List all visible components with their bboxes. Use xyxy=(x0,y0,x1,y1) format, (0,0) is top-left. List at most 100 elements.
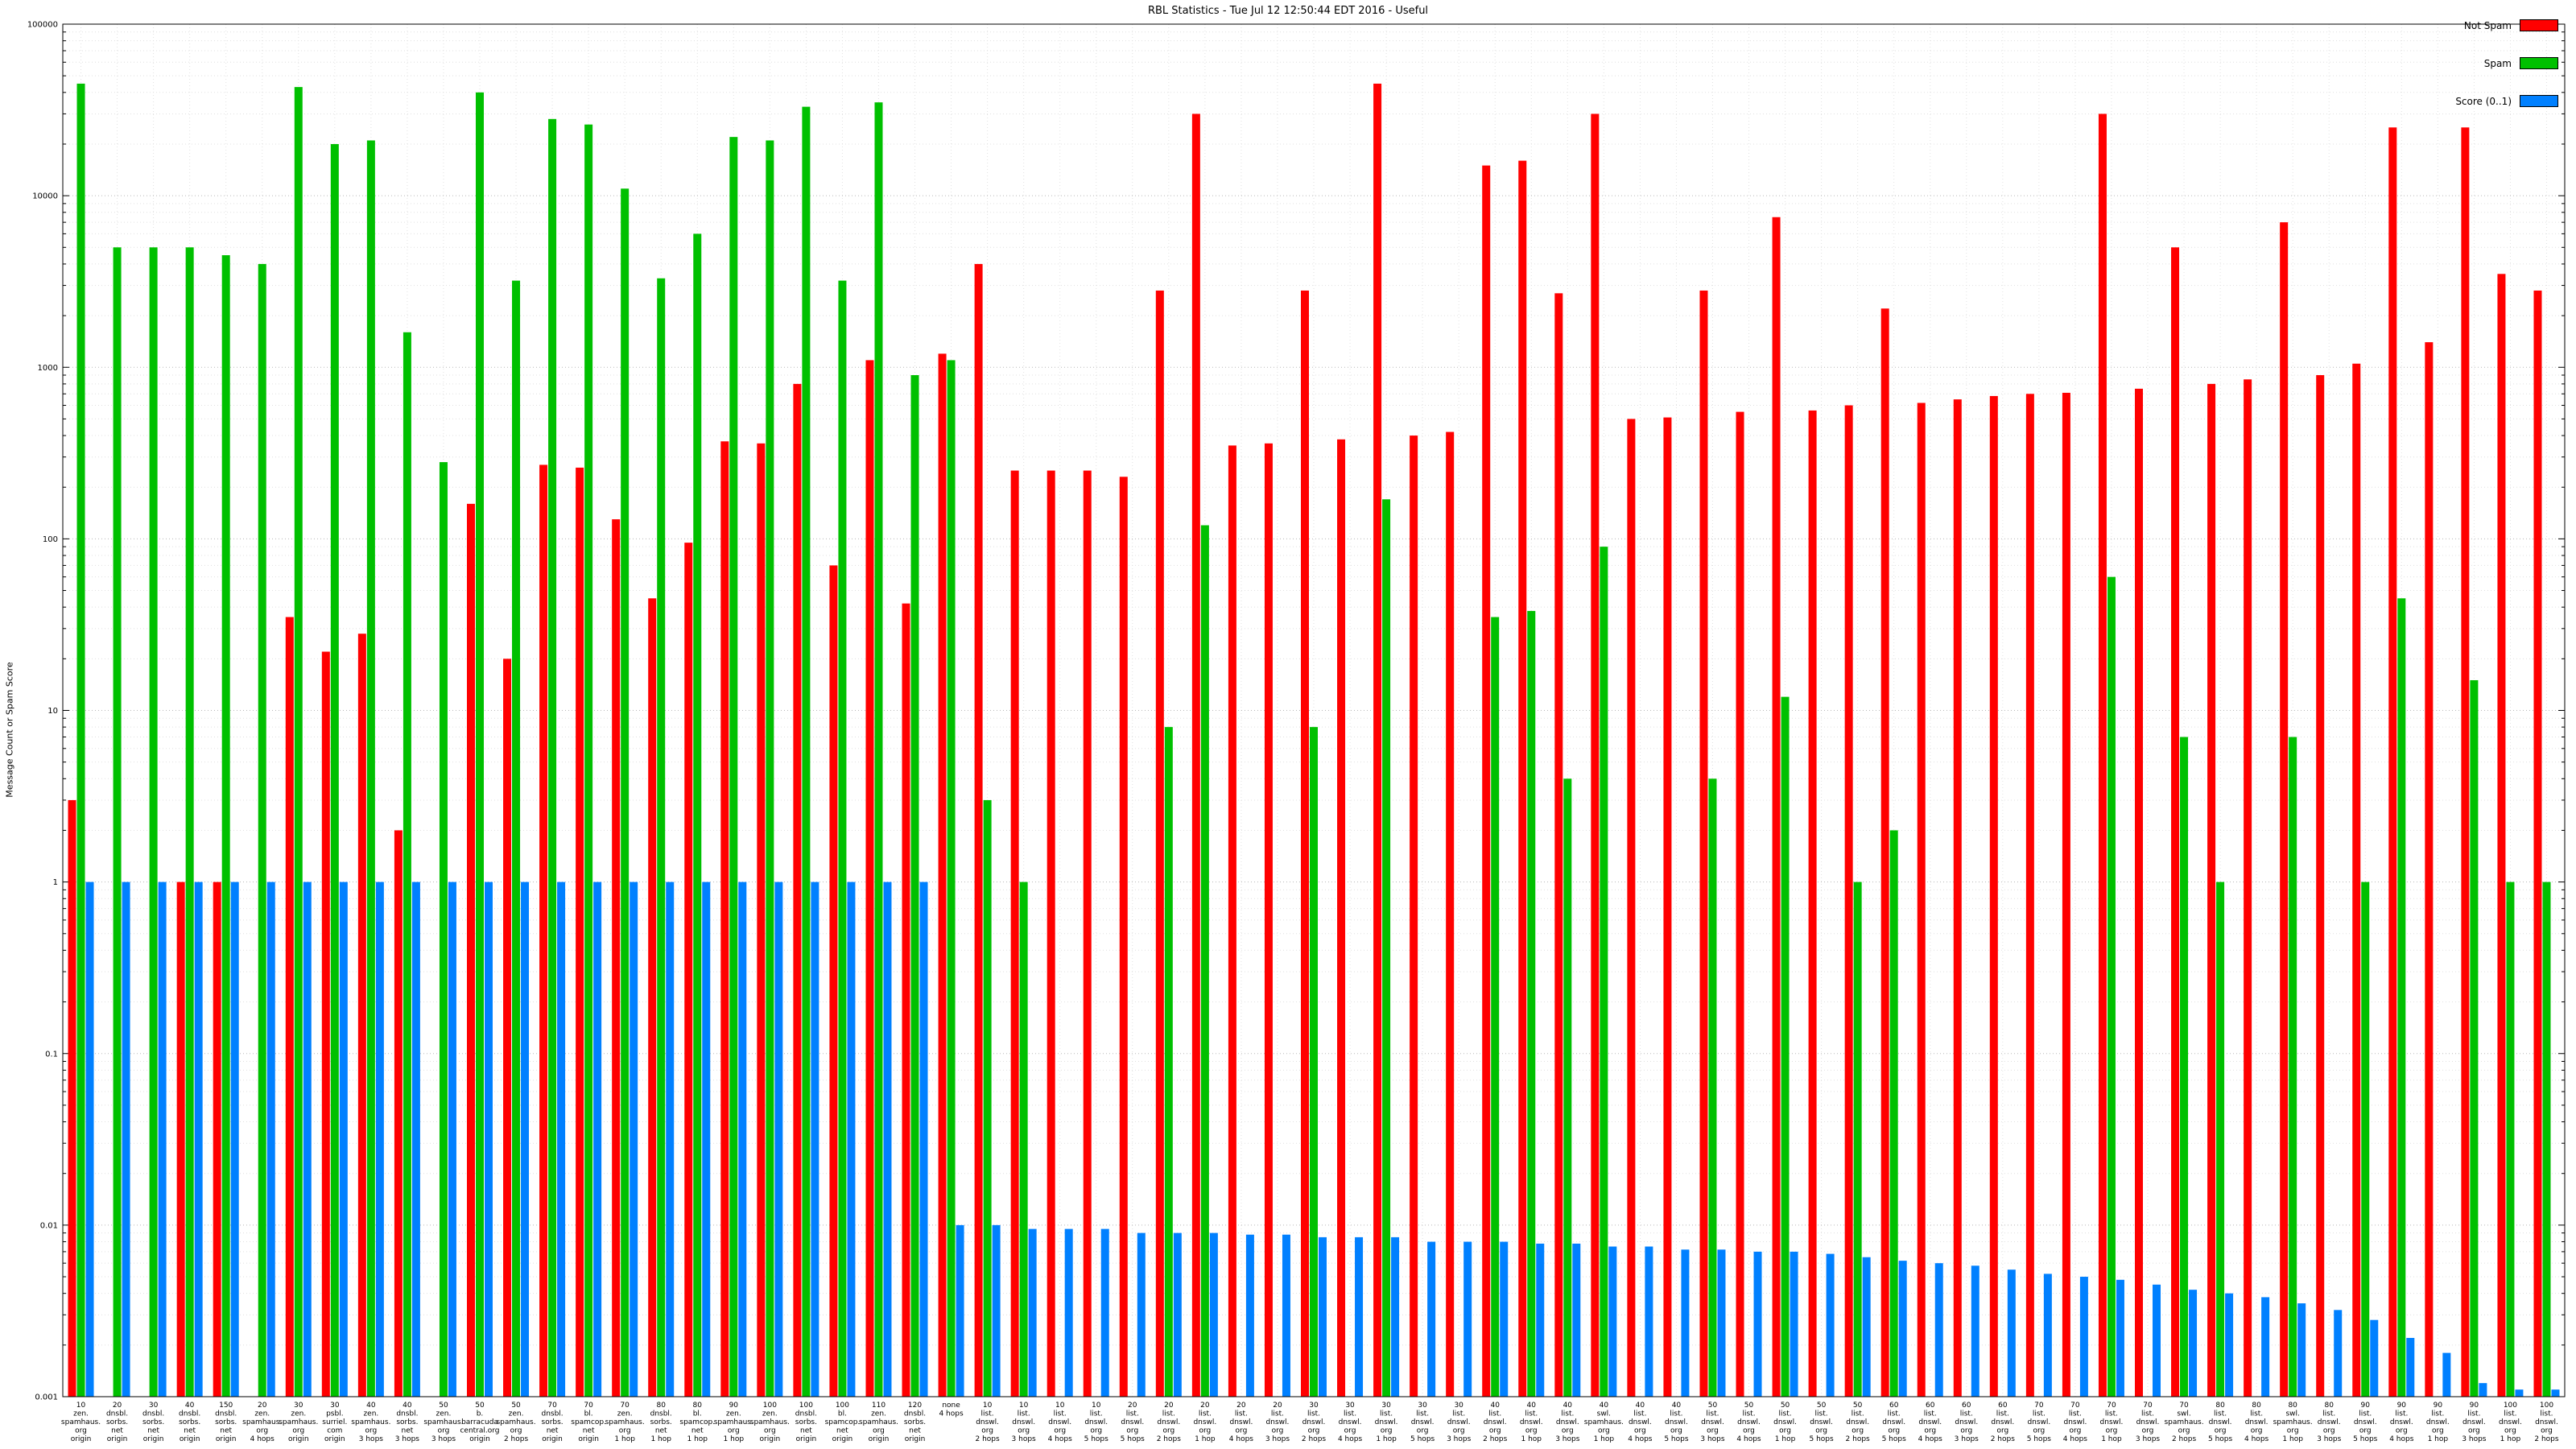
bar-not-spam xyxy=(2280,222,2289,1397)
bar-score xyxy=(85,881,94,1397)
bar-score xyxy=(557,881,566,1397)
legend-swatch-spam xyxy=(2520,57,2558,69)
bar-not-spam xyxy=(176,881,185,1397)
x-tick-label: 40 list. dnswl. org 1 hop xyxy=(1520,1402,1543,1443)
bar-not-spam xyxy=(576,467,584,1397)
bar-score xyxy=(2297,1303,2306,1397)
bar-spam xyxy=(874,102,883,1397)
bar-spam xyxy=(294,87,303,1397)
bar-not-spam xyxy=(1772,217,1781,1397)
bar-score xyxy=(919,881,928,1397)
bar-not-spam xyxy=(1010,470,1019,1397)
x-tick-label: 100 zen. spamhaus. org origin xyxy=(750,1402,790,1443)
bar-not-spam xyxy=(503,658,512,1397)
y-tick-label: 10000 xyxy=(32,192,58,201)
x-tick-label: 100 dnsbl. sorbs. net origin xyxy=(795,1402,817,1443)
bar-not-spam xyxy=(2171,247,2180,1397)
bar-spam xyxy=(947,360,956,1397)
bar-spam xyxy=(910,375,919,1397)
bar-score xyxy=(1355,1236,1364,1397)
bar-not-spam xyxy=(467,503,475,1397)
bar-not-spam xyxy=(1518,160,1527,1397)
x-tick-label: 90 list. dnswl. org 1 hop xyxy=(2426,1402,2450,1443)
bar-not-spam xyxy=(2025,394,2034,1397)
bar-score xyxy=(230,881,239,1397)
bar-not-spam xyxy=(829,565,838,1397)
x-tick-label: 40 dnsbl. sorbs. net origin xyxy=(179,1402,200,1443)
bar-score xyxy=(1971,1265,1979,1397)
bar-not-spam xyxy=(2098,114,2107,1397)
bar-spam xyxy=(402,332,411,1397)
bar-not-spam xyxy=(938,353,947,1397)
x-tick-label: 20 list. dnswl. org 2 hops xyxy=(1157,1402,1182,1443)
bar-spam xyxy=(2542,881,2551,1397)
legend-label-spam: Spam xyxy=(2483,57,2512,69)
bar-score xyxy=(2079,1277,2088,1397)
bar-spam xyxy=(1708,778,1717,1397)
x-tick-label: 60 list. dnswl. org 4 hops xyxy=(1918,1402,1943,1443)
bar-spam xyxy=(439,462,448,1397)
bar-not-spam xyxy=(1119,477,1128,1397)
bar-not-spam xyxy=(1337,439,1346,1397)
plot-border xyxy=(62,23,2566,1397)
bar-spam xyxy=(1527,610,1536,1397)
bar-score xyxy=(630,881,638,1397)
x-tick-label: 80 swl. spamhaus. org 1 hop xyxy=(2273,1402,2313,1443)
bar-score xyxy=(2116,1279,2124,1397)
bar-score xyxy=(1209,1232,1218,1397)
x-tick-label: 30 dnsbl. sorbs. net origin xyxy=(142,1402,164,1443)
bar-not-spam xyxy=(1046,470,1055,1397)
x-tick-label: 100 list. dnswl. org 1 hop xyxy=(2499,1402,2522,1443)
x-tick-label: 150 dnsbl. sorbs. net origin xyxy=(215,1402,237,1443)
bar-not-spam xyxy=(1591,114,1600,1397)
bar-score xyxy=(2153,1284,2161,1397)
x-tick-label: 70 zen. spamhaus. org 1 hop xyxy=(605,1402,645,1443)
bar-score xyxy=(811,881,819,1397)
x-tick-label: 70 list. dnswl. org 1 hop xyxy=(2100,1402,2124,1443)
bar-score xyxy=(1137,1232,1146,1397)
bar-spam xyxy=(1310,727,1318,1397)
bar-spam xyxy=(76,83,85,1397)
bar-spam xyxy=(2470,679,2479,1397)
bar-score xyxy=(1681,1249,1690,1397)
x-tick-label: 20 list. dnswl. org 3 hops xyxy=(1265,1402,1290,1443)
bar-not-spam xyxy=(1554,293,1563,1397)
bar-not-spam xyxy=(1844,405,1853,1397)
bar-not-spam xyxy=(648,598,657,1397)
y-tick-label: 0.001 xyxy=(35,1393,58,1402)
bar-score xyxy=(593,881,602,1397)
bar-spam xyxy=(2361,881,2370,1397)
bar-not-spam xyxy=(684,543,693,1397)
x-tick-label: 70 list. dnswl. org 3 hops xyxy=(2136,1402,2161,1443)
x-tick-label: 10 zen. spamhaus. org origin xyxy=(61,1402,101,1443)
bar-not-spam xyxy=(1083,470,1092,1397)
bar-spam xyxy=(1889,830,1898,1397)
bar-spam xyxy=(512,280,521,1397)
bar-spam xyxy=(366,140,375,1397)
bar-spam xyxy=(2216,881,2225,1397)
x-tick-label: 20 dnsbl. sorbs. net origin xyxy=(106,1402,128,1443)
bar-not-spam xyxy=(2425,342,2434,1397)
bar-score xyxy=(2551,1389,2560,1397)
bar-score xyxy=(1790,1251,1798,1397)
bar-spam xyxy=(657,278,666,1397)
y-tick-label: 0.1 xyxy=(45,1050,58,1059)
legend-swatch-not-spam xyxy=(2520,19,2558,31)
bar-score xyxy=(485,881,493,1397)
bar-spam xyxy=(838,280,847,1397)
x-tick-label: 60 list. dnswl. org 3 hops xyxy=(1955,1402,1979,1443)
bar-not-spam xyxy=(2533,290,2542,1397)
bar-not-spam xyxy=(1191,114,1200,1397)
y-tick-label: 0.01 xyxy=(40,1221,58,1230)
x-tick-label: 10 list. dnswl. org 4 hops xyxy=(1048,1402,1073,1443)
bar-score xyxy=(521,881,530,1397)
x-tick-label: 80 list. dnswl. org 3 hops xyxy=(2317,1402,2342,1443)
bar-score xyxy=(1463,1241,1472,1397)
bar-spam xyxy=(2180,737,2189,1397)
bar-score xyxy=(1934,1263,1943,1397)
bar-not-spam xyxy=(2461,127,2470,1397)
bar-score xyxy=(1500,1241,1509,1397)
x-tick-label: 20 list. dnswl. org 4 hops xyxy=(1229,1402,1254,1443)
bar-spam xyxy=(1164,727,1173,1397)
